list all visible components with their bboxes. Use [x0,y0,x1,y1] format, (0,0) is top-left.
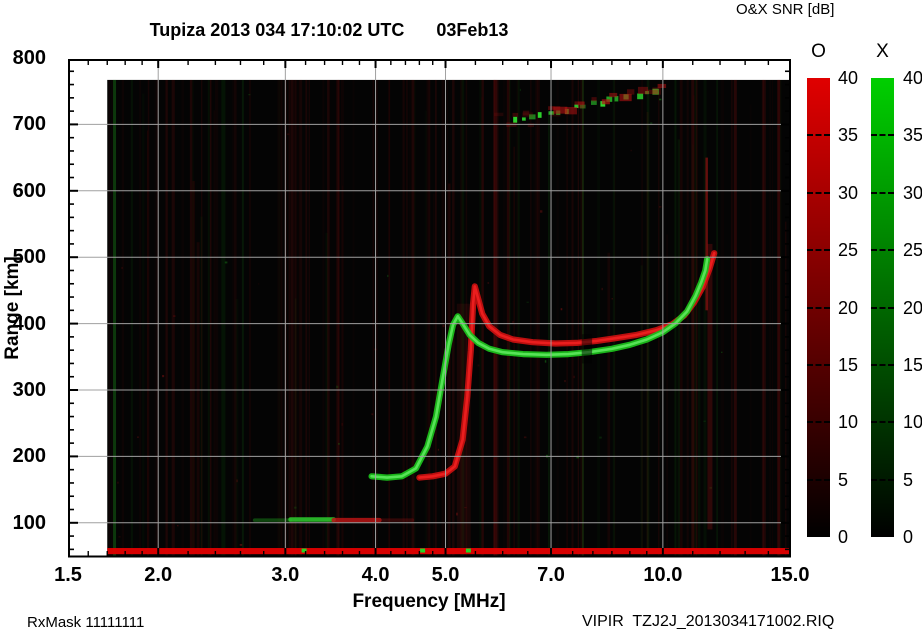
y-tick-label: 400 [12,312,46,335]
colorbar-tick [807,249,830,252]
colorbar-title: O&X SNR [dB] [736,1,835,18]
colorbar-tick [871,478,894,481]
colorbar-tick [807,478,830,481]
colorbar-tick-label: 40 [838,68,859,88]
colorbar-tick-label: 15 [838,354,859,375]
y-tick-label: 800 [12,47,46,69]
colorbar-tick [871,421,894,424]
x-tick-label: 10.0 [643,564,683,586]
colorbar-tick-label: 30 [903,182,922,203]
x-axis-label: Frequency [MHz] [352,591,506,612]
y-tick-label: 300 [12,379,46,401]
data-file-name: VIPIR TZJ2J_2013034171002.RIQ [582,613,835,630]
colorbar-tick-label: 30 [838,182,859,203]
colorbar-tick [807,134,830,137]
rxmask-text: RxMask 11111111 [27,614,145,631]
x-tick-label: 5.0 [431,564,460,586]
x-tick-label: 4.0 [361,564,390,586]
colorbar-tick [807,363,830,366]
colorbar-tick-label: 5 [903,469,914,490]
x-tick-label: 1.5 [54,564,82,586]
x-tick-label: 2.0 [144,564,173,586]
colorbar-tick-label: 35 [838,125,859,146]
y-tick-label: 200 [12,445,46,468]
colorbar-tick [871,306,894,309]
colorbar-tick-label: 10 [838,412,859,433]
colorbar-o-header: O [811,41,826,62]
colorbar-tick [871,191,894,194]
x-tick-label: 3.0 [271,564,300,586]
colorbar-tick-label: 25 [838,240,859,261]
y-tick-label: 600 [12,179,46,202]
x-tick-label: 15.0 [770,564,810,586]
colorbar-tick-label: 35 [903,125,922,146]
colorbar-tick-label: 20 [838,297,859,318]
colorbar-tick-label: 0 [903,527,914,547]
ionogram-plot [68,59,791,558]
x-tick-label: 7.0 [537,564,565,586]
colorbar-tick [807,306,830,309]
colorbar-tick-label: 0 [838,527,849,547]
colorbar-tick-label: 20 [903,297,922,318]
y-tick-label: 100 [12,511,46,534]
figure-title: Tupiza 2013 034 17:10:02 UTC [149,20,405,40]
colorbar-tick [807,191,830,194]
y-tick-label: 500 [12,246,46,269]
colorbar-x-header: X [876,41,889,62]
colorbar-tick [807,421,830,424]
colorbar-tick [871,363,894,366]
colorbar-tick-label: 25 [903,240,922,261]
figure-date: 03Feb13 [436,20,509,40]
colorbar-tick-label: 5 [838,469,849,490]
colorbar-tick-label: 40 [903,68,922,88]
figure-title-row: Tupiza 2013 034 17:10:02 UTC 03Feb13 [56,20,602,41]
colorbar-tick [871,134,894,137]
x-snr-colorbar [871,78,894,537]
colorbar-tick-label: 15 [903,354,922,375]
colorbar-tick-label: 10 [903,412,922,433]
colorbar-tick [871,249,894,252]
y-tick-label: 700 [12,113,46,136]
o-snr-colorbar [807,78,830,537]
